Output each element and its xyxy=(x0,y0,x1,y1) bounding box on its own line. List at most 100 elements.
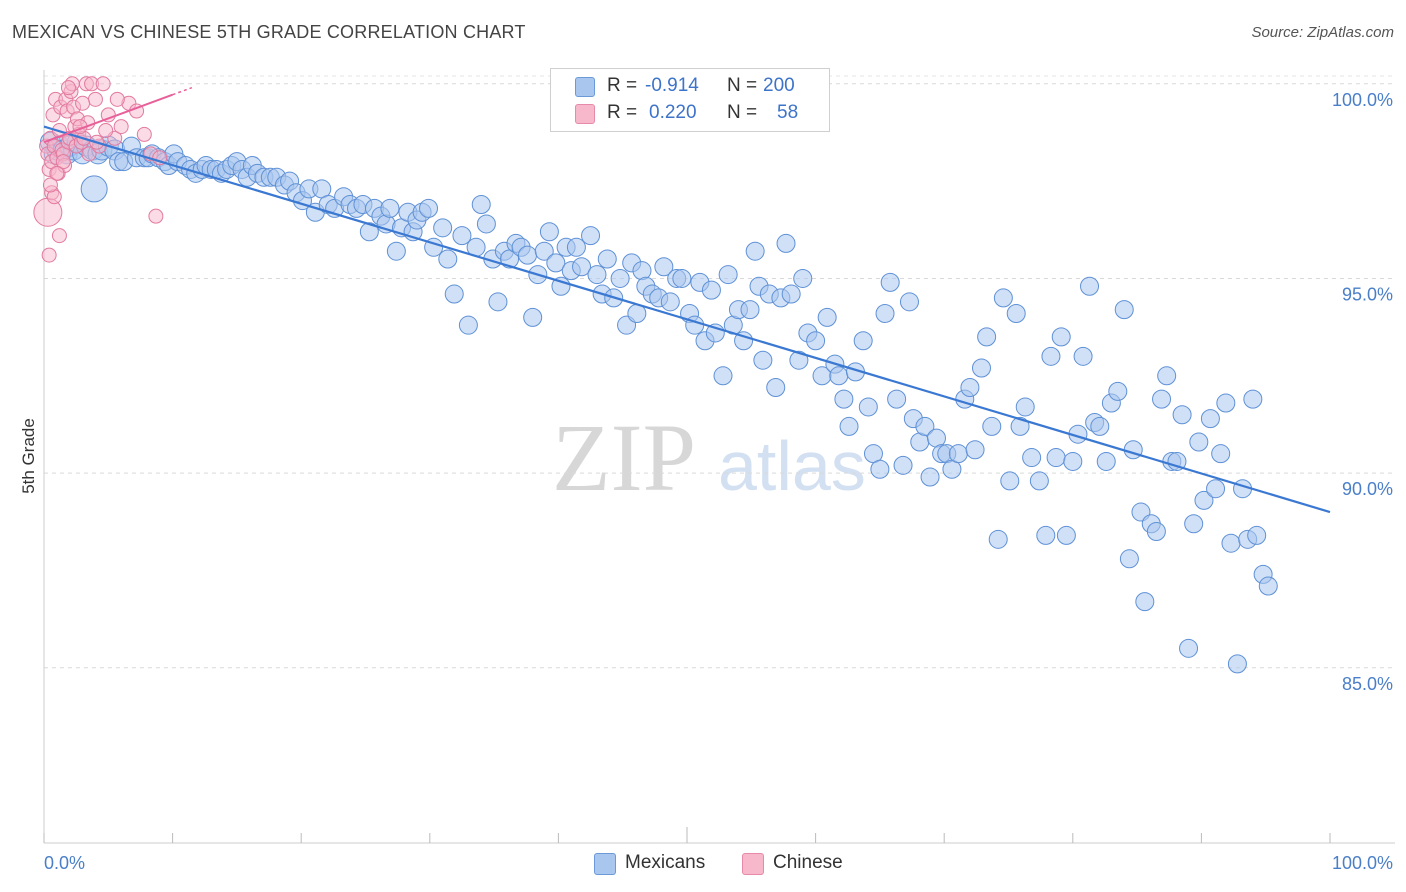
mexicans-point xyxy=(419,198,439,218)
mexicans-point xyxy=(587,265,607,285)
mexicans-point xyxy=(433,218,453,238)
mexicans-point xyxy=(1029,471,1049,491)
chinese-trend-extension xyxy=(172,86,193,96)
mexicans-point xyxy=(993,288,1013,308)
mexicans-point xyxy=(853,331,873,351)
mexicans-point xyxy=(1022,448,1042,468)
chinese-point xyxy=(109,91,125,107)
mexicans-point xyxy=(1090,416,1110,436)
mexicans-point xyxy=(672,268,692,288)
mexicans-point xyxy=(858,397,878,417)
mexicans-point xyxy=(359,222,379,242)
mexicans-point xyxy=(701,280,721,300)
mexicans-point xyxy=(948,444,968,464)
mexicans-point xyxy=(488,292,508,312)
chinese-trend-line xyxy=(43,93,173,144)
bottom-legend-label-mexicans: Mexicans xyxy=(625,852,706,873)
mexicans-point xyxy=(551,276,571,296)
chinese-point xyxy=(75,95,91,111)
mexicans-point xyxy=(1216,393,1236,413)
mexicans-point xyxy=(1189,432,1209,452)
mexicans-point xyxy=(887,389,907,409)
trend-lines xyxy=(43,86,1331,514)
bottom-swatch-mexicans xyxy=(594,853,616,875)
mexicans-point xyxy=(471,194,491,214)
chinese-point xyxy=(51,228,67,244)
chart-title: MEXICAN VS CHINESE 5TH GRADE CORRELATION… xyxy=(12,22,526,42)
mexicans-point xyxy=(1073,346,1093,366)
legend-row-mexicans: R = -0.914 N = 200 xyxy=(567,75,795,99)
mexicans-point xyxy=(753,350,773,370)
mexicans-point xyxy=(880,272,900,292)
chinese-point xyxy=(98,123,114,139)
mexicans-point xyxy=(793,268,813,288)
y-tick-label: 95.0% xyxy=(1342,284,1393,304)
y-tick-label: 100.0% xyxy=(1332,90,1393,110)
chinese-points xyxy=(33,76,168,263)
chinese-point xyxy=(81,146,97,162)
mexicans-point xyxy=(1000,471,1020,491)
mexicans-point xyxy=(1243,389,1263,409)
mexicans-point xyxy=(806,331,826,351)
mexicans-trend-line xyxy=(43,125,1331,514)
chinese-point xyxy=(41,247,57,263)
source-attribution: Source: ZipAtlas.com xyxy=(1251,24,1394,41)
mexicans-point xyxy=(1041,346,1061,366)
mexicans-point xyxy=(1015,397,1035,417)
mexicans-point xyxy=(632,261,652,281)
mexicans-point xyxy=(610,268,630,288)
mexicans-point xyxy=(718,265,738,285)
mexicans-point xyxy=(386,241,406,261)
mexicans-point xyxy=(1119,549,1139,569)
legend-r-value: 0.220 xyxy=(649,102,697,123)
mexicans-point xyxy=(920,467,940,487)
mexicans-point xyxy=(1258,576,1278,596)
mexicans-point xyxy=(444,284,464,304)
mexicans-point xyxy=(1010,416,1030,436)
y-tick-labels: 85.0% 90.0% 95.0% 100.0% xyxy=(1332,90,1393,694)
chinese-point xyxy=(60,80,76,96)
mexicans-point xyxy=(1221,533,1241,553)
mexicans-point xyxy=(1179,638,1199,658)
mexicans-point xyxy=(713,366,733,386)
mexicans-point xyxy=(1114,300,1134,320)
mexicans-point xyxy=(971,358,991,378)
mexicans-point xyxy=(1206,479,1226,499)
legend-r-value: -0.914 xyxy=(645,75,699,96)
chinese-point xyxy=(113,119,129,135)
mexicans-point xyxy=(965,440,985,460)
mexicans-point xyxy=(438,249,458,269)
mexicans-point xyxy=(1056,525,1076,545)
legend-swatch-chinese xyxy=(575,104,595,124)
chinese-point xyxy=(136,126,152,142)
mexicans-point xyxy=(1172,405,1192,425)
chinese-point xyxy=(42,177,58,193)
mexicans-point xyxy=(534,241,554,261)
mexicans-point xyxy=(458,315,478,335)
mexicans-point xyxy=(789,350,809,370)
x-tick-label: 0.0% xyxy=(44,853,85,873)
x-tick-labels: 0.0% 100.0% xyxy=(44,853,1393,873)
mexicans-point xyxy=(915,416,935,436)
legend-row-chinese: R = 0.220 N = 58 xyxy=(567,102,798,126)
mexicans-point xyxy=(1080,276,1100,296)
mexicans-point xyxy=(1200,409,1220,429)
mexicans-point xyxy=(1157,366,1177,386)
mexicans-point xyxy=(875,303,895,323)
mexicans-point xyxy=(1006,303,1026,323)
y-tick-label: 90.0% xyxy=(1342,479,1393,499)
mexicans-point xyxy=(476,214,496,234)
mexicans-point xyxy=(988,529,1008,549)
mexicans-point xyxy=(1194,490,1214,510)
correlation-legend: R = -0.914 N = 200 R = 0.220 N = 58 xyxy=(550,68,830,132)
mexicans-point xyxy=(1146,522,1166,542)
legend-n-value: 200 xyxy=(763,75,795,96)
mexicans-point xyxy=(1046,448,1066,468)
mexicans-point xyxy=(734,331,754,351)
mexicans-point xyxy=(982,416,1002,436)
mexicans-point xyxy=(1227,654,1247,674)
x-tick-label: 100.0% xyxy=(1332,853,1393,873)
mexicans-point xyxy=(566,237,586,257)
mexicans-point xyxy=(660,292,680,312)
